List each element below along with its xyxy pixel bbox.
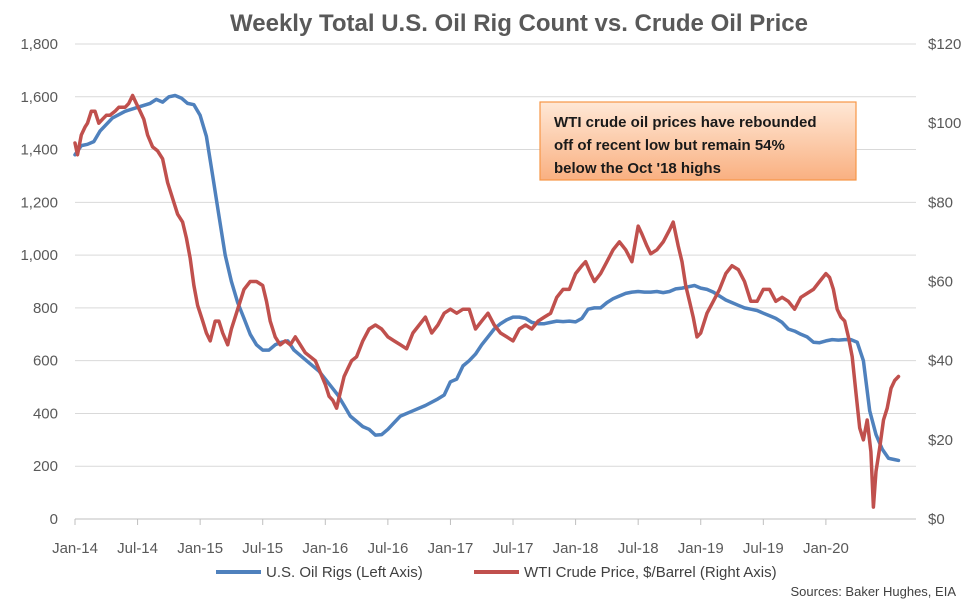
series-layer xyxy=(73,93,901,509)
right-tick-label: $60 xyxy=(928,274,953,291)
annotation-line-1: WTI crude oil prices have rebounded xyxy=(554,114,817,131)
annotation-line-3: below the Oct '18 highs xyxy=(554,160,721,177)
series-line-wti xyxy=(73,93,901,509)
left-tick-label: 600 xyxy=(33,353,58,370)
right-tick-label: $100 xyxy=(928,115,961,132)
x-tick-label: Jan-19 xyxy=(678,540,724,557)
left-tick-label: 800 xyxy=(33,300,58,317)
annotation-box: WTI crude oil prices have rebounded off … xyxy=(539,101,857,181)
series-line-rigs xyxy=(73,93,901,463)
legend-label-rigs: U.S. Oil Rigs (Left Axis) xyxy=(266,564,423,581)
right-tick-label: $0 xyxy=(928,511,945,528)
left-axis-ticks: 0 200 400 600 800 1,000 1,200 1,400 1,600 1,800 xyxy=(20,36,58,528)
left-tick-label: 1,600 xyxy=(20,89,58,106)
x-tick-label: Jul-18 xyxy=(618,540,659,557)
x-tick-label: Jan-16 xyxy=(302,540,348,557)
x-tick-label: Jan-15 xyxy=(177,540,223,557)
left-tick-label: 1,000 xyxy=(20,247,58,264)
x-axis-ticks: Jan-14 Jul-14 Jan-15 Jul-15 Jan-16 Jul-16 Jan-… xyxy=(52,518,916,557)
x-tick-label: Jul-16 xyxy=(367,540,408,557)
annotation-background xyxy=(539,101,857,181)
left-tick-label: 400 xyxy=(33,405,58,422)
right-tick-label: $120 xyxy=(928,36,961,53)
x-tick-label: Jan-14 xyxy=(52,540,98,557)
source-note: Sources: Baker Hughes, EIA xyxy=(791,584,957,599)
x-tick-label: Jul-15 xyxy=(242,540,283,557)
left-tick-label: 1,800 xyxy=(20,36,58,53)
right-tick-label: $20 xyxy=(928,432,953,449)
x-tick-label: Jan-17 xyxy=(428,540,474,557)
x-tick-label: Jan-20 xyxy=(803,540,849,557)
right-tick-label: $40 xyxy=(928,353,953,370)
left-tick-label: 1,200 xyxy=(20,194,58,211)
x-tick-label: Jan-18 xyxy=(553,540,599,557)
legend: U.S. Oil Rigs (Left Axis) WTI Crude Pric… xyxy=(216,564,777,581)
left-tick-label: 1,400 xyxy=(20,142,58,159)
left-tick-label: 200 xyxy=(33,458,58,475)
x-tick-label: Jul-14 xyxy=(117,540,158,557)
right-tick-label: $80 xyxy=(928,194,953,211)
legend-label-wti: WTI Crude Price, $/Barrel (Right Axis) xyxy=(524,564,777,581)
chart-title: Weekly Total U.S. Oil Rig Count vs. Crud… xyxy=(230,10,808,37)
left-tick-label: 0 xyxy=(50,511,58,528)
right-axis-ticks: $0 $20 $40 $60 $80 $100 $120 xyxy=(928,36,961,528)
annotation-line-2: off of recent low but remain 54% xyxy=(554,137,785,154)
x-tick-label: Jul-17 xyxy=(493,540,534,557)
x-tick-label: Jul-19 xyxy=(743,540,784,557)
